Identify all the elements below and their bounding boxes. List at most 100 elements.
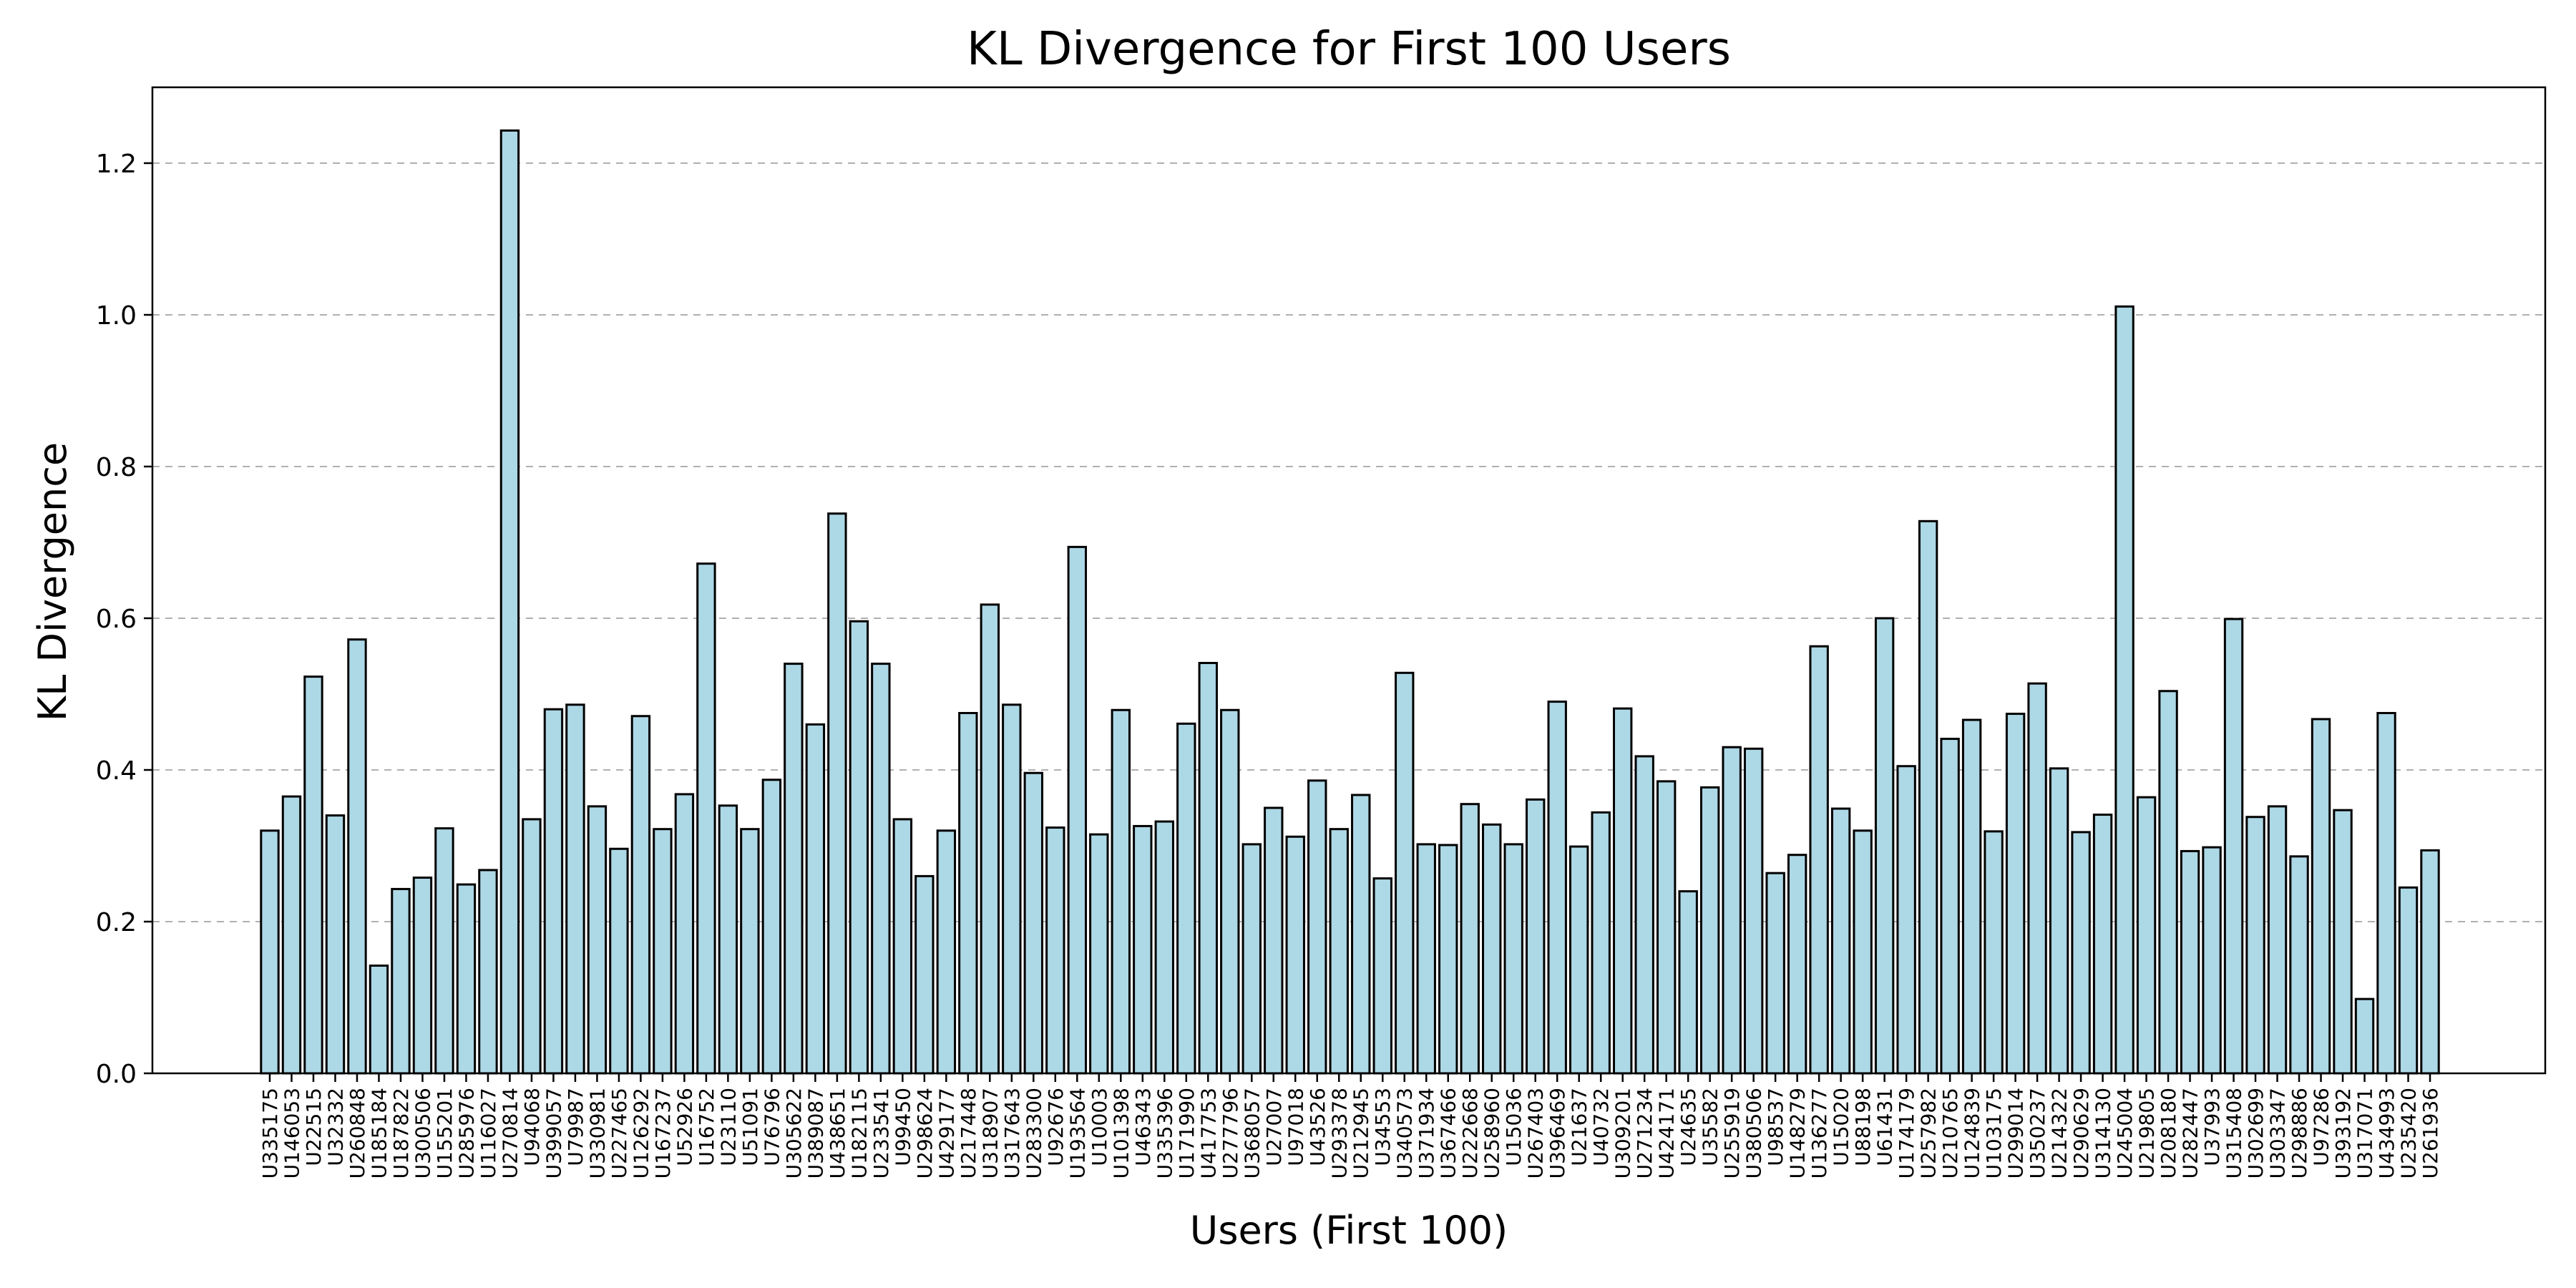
- x-tick-label: U290629: [2069, 1088, 2093, 1179]
- bar: [2398, 886, 2419, 1075]
- x-tick-label: U255919: [1720, 1088, 1744, 1179]
- bar: [2376, 712, 2396, 1075]
- plot-frame: [151, 86, 2547, 1075]
- x-tick-label: U88198: [1851, 1088, 1875, 1166]
- x-tick-label: U217448: [957, 1088, 980, 1179]
- bar: [1743, 747, 1764, 1075]
- x-tick-label: U40732: [1589, 1088, 1613, 1166]
- x-tick-label: U27007: [1262, 1088, 1286, 1166]
- y-tick-label: 0.0: [96, 1060, 137, 1089]
- x-tick-label: U340573: [1393, 1088, 1417, 1179]
- bar: [2027, 682, 2047, 1075]
- bar: [1678, 890, 1698, 1075]
- bar: [2333, 809, 2353, 1075]
- x-tick-label: U51091: [738, 1088, 762, 1166]
- bar: [478, 869, 498, 1075]
- x-tick-label: U193564: [1065, 1088, 1089, 1179]
- x-tick-label: U126292: [629, 1088, 653, 1179]
- bar: [1067, 545, 1088, 1075]
- x-tick-label: U21637: [1568, 1088, 1591, 1166]
- y-tick-label: 1.0: [96, 301, 137, 331]
- x-tick-label: U79987: [564, 1088, 587, 1166]
- bar: [1874, 617, 1895, 1075]
- bar: [1133, 824, 1153, 1075]
- x-tick-label: U309201: [1611, 1088, 1635, 1179]
- bar: [2245, 816, 2265, 1075]
- x-tick-label: U235420: [2397, 1088, 2421, 1179]
- bar: [2092, 814, 2113, 1075]
- bar: [1568, 845, 1589, 1075]
- bar: [543, 708, 564, 1075]
- bar: [2202, 846, 2222, 1075]
- x-tick-label: U76796: [760, 1088, 784, 1166]
- bar: [871, 663, 891, 1075]
- bar: [2136, 796, 2157, 1075]
- bar: [565, 703, 585, 1075]
- bar: [1351, 794, 1371, 1075]
- bar: [1329, 828, 1349, 1075]
- bar: [674, 793, 695, 1075]
- y-tick-label: 0.2: [96, 908, 137, 937]
- bar: [718, 804, 738, 1075]
- bar: [1787, 854, 1807, 1075]
- bar: [499, 129, 520, 1075]
- bar: [260, 829, 280, 1075]
- bar: [2289, 855, 2309, 1075]
- bar: [914, 874, 935, 1075]
- x-tick-label: U282447: [2179, 1088, 2202, 1179]
- x-tick-label: U43526: [1306, 1088, 1330, 1166]
- bar: [587, 805, 608, 1075]
- axes: [151, 86, 2547, 1075]
- bar: [740, 828, 760, 1075]
- bar: [958, 712, 978, 1075]
- y-tick-label: 0.4: [96, 756, 137, 786]
- x-tick-label: U99450: [891, 1088, 914, 1166]
- bar: [2223, 618, 2244, 1075]
- x-tick-label: U245004: [2113, 1088, 2137, 1179]
- x-tick-label: U367466: [1437, 1088, 1460, 1179]
- bar: [784, 663, 804, 1075]
- x-tick-label: U330981: [585, 1088, 609, 1179]
- x-tick-label: U136277: [1807, 1088, 1831, 1179]
- x-tick-label: U16752: [695, 1088, 718, 1166]
- x-tick-label: U219805: [2135, 1088, 2159, 1179]
- bar: [1176, 722, 1196, 1075]
- bar: [892, 818, 913, 1075]
- x-tick-label: U417753: [1196, 1088, 1220, 1179]
- x-tick-label: U185184: [367, 1088, 391, 1179]
- bar: [1482, 823, 1502, 1075]
- x-tick-label: U303347: [2266, 1088, 2290, 1179]
- bar: [761, 779, 782, 1075]
- bar: [2158, 690, 2178, 1075]
- x-tick-label: U22515: [302, 1088, 326, 1166]
- bar: [1220, 708, 1240, 1075]
- x-tick-label: U271234: [1633, 1088, 1657, 1179]
- x-tick-label: U429177: [935, 1088, 958, 1179]
- x-tick-label: U258960: [1480, 1088, 1504, 1179]
- x-tick-label: U187822: [389, 1088, 413, 1179]
- x-tick-label: U298886: [2288, 1088, 2311, 1179]
- x-tick-label: U305622: [782, 1088, 806, 1179]
- x-tick-label: U300506: [411, 1088, 434, 1179]
- bar: [2114, 305, 2135, 1075]
- x-tick-label: U61431: [1873, 1088, 1897, 1166]
- x-tick-label: U318907: [978, 1088, 1002, 1179]
- bar: [1984, 830, 2004, 1075]
- bar: [1809, 645, 1829, 1075]
- bar: [1830, 807, 1851, 1075]
- bar: [303, 675, 323, 1075]
- y-axis-label: KL Divergence: [30, 442, 75, 721]
- bar: [1285, 835, 1305, 1075]
- bar: [1154, 820, 1174, 1075]
- bar: [1372, 877, 1392, 1075]
- bar: [1307, 779, 1327, 1075]
- bar: [1918, 519, 1938, 1075]
- x-tick-label: U97018: [1284, 1088, 1307, 1166]
- x-tick-label: U37993: [2200, 1088, 2224, 1166]
- y-tick-label: 0.8: [96, 453, 137, 482]
- bar: [281, 795, 302, 1075]
- bar: [325, 814, 346, 1075]
- ticks: 0.0 0.2 0.4 0.6 0.8 1.0 1.2 U335175U146053U2251…: [96, 150, 2442, 1179]
- bar: [1961, 718, 1982, 1075]
- x-tick-label: U210765: [1938, 1088, 1962, 1179]
